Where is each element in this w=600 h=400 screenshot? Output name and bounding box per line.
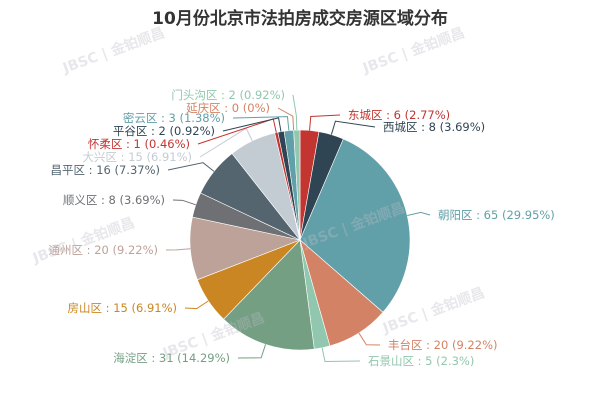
label-lines	[165, 94, 431, 362]
slice-label: 延庆区 : 0 (0%)	[186, 101, 270, 115]
label-line	[309, 114, 341, 131]
label-line	[165, 248, 191, 251]
slice-label: 门头沟区 : 2 (0.92%)	[171, 88, 285, 102]
label-line	[222, 117, 282, 132]
label-line	[184, 300, 209, 310]
slice-label: 通州区 : 20 (9.22%)	[49, 243, 158, 257]
label-line	[167, 162, 215, 172]
label-line	[172, 199, 196, 206]
slice-label: 东城区 : 6 (2.77%)	[348, 108, 450, 122]
slice-label: 朝阳区 : 65 (29.95%)	[438, 208, 555, 222]
slice-label: 石景山区 : 5 (2.3%)	[368, 354, 474, 368]
label-line	[232, 116, 290, 131]
chart-title: 10月份北京市法拍房成交房源区域分布	[152, 9, 448, 29]
label-line	[407, 211, 431, 217]
pie-slices	[189, 129, 411, 351]
slice-label: 海淀区 : 31 (14.29%)	[113, 351, 230, 365]
slice-label: 密云区 : 3 (1.38%)	[123, 111, 225, 125]
label-line	[277, 107, 295, 131]
slice-label: 大兴区 : 15 (6.91%)	[83, 150, 192, 164]
slice-label: 昌平区 : 16 (7.37%)	[51, 163, 160, 177]
slice-label: 房山区 : 15 (6.91%)	[68, 301, 177, 315]
slice-label: 怀柔区 : 1 (0.46%)	[88, 137, 190, 151]
label-line	[292, 94, 298, 131]
pie-slice[interactable]	[299, 138, 411, 313]
slice-labels: 东城区 : 6 (2.77%)西城区 : 8 (3.69%) 朝阳区 : 65 (…	[49, 88, 555, 368]
label-line	[358, 332, 381, 346]
label-line	[321, 347, 361, 362]
slice-label: 丰台区 : 20 (9.22%)	[388, 338, 497, 352]
label-line	[330, 120, 376, 135]
slice-label: 顺义区 : 8 (3.69%)	[63, 193, 165, 207]
slice-label: 平谷区 : 2 (0.92%)	[113, 124, 215, 138]
slice-label: 西城区 : 8 (3.69%)	[383, 120, 485, 134]
label-line	[237, 344, 267, 359]
